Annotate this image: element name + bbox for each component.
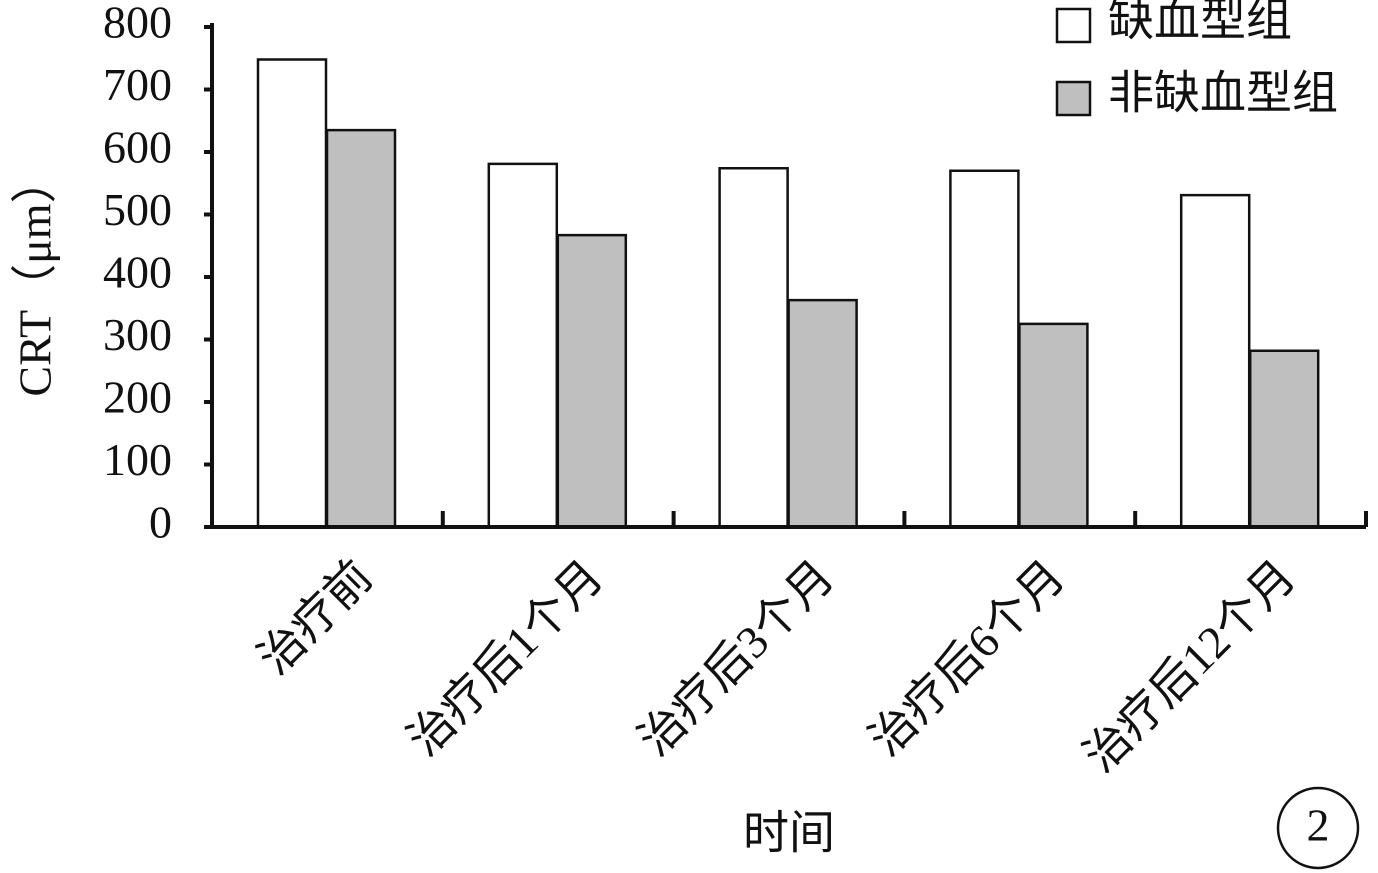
bar (1179, 193, 1251, 529)
bar (949, 169, 1020, 529)
legend-swatch (1055, 7, 1092, 44)
y-tick-label: 100 (103, 434, 172, 485)
y-tick-label: 600 (103, 122, 172, 173)
x-tick-label: 治疗后6个月 (859, 550, 1074, 765)
x-tick-label: 治疗后3个月 (629, 550, 844, 765)
bar (556, 233, 628, 529)
bar (1248, 349, 1320, 529)
y-tick-label: 400 (103, 247, 172, 298)
legend-label: 缺血型组 (1108, 0, 1292, 46)
x-tick-label: 治疗后1个月 (398, 550, 613, 765)
y-tick-label: 300 (103, 309, 172, 360)
bar (787, 298, 858, 529)
y-tick-label: 200 (103, 372, 172, 423)
bar (325, 128, 397, 529)
y-tick-label: 700 (103, 59, 172, 110)
x-tick-label: 治疗前 (248, 550, 382, 684)
bar (718, 167, 789, 529)
legend-swatch (1055, 80, 1092, 117)
bar (1018, 322, 1089, 529)
panel-circle (1276, 786, 1360, 870)
legend-label: 非缺血型组 (1108, 68, 1338, 119)
bar (256, 58, 328, 529)
bar (487, 162, 559, 529)
x-axis-label: 时间 (743, 808, 835, 859)
panel-label: 2 (1307, 800, 1330, 851)
y-tick-label: 0 (149, 497, 172, 548)
y-tick-label: 500 (103, 184, 172, 235)
y-axis-label: CRT（μm） (10, 157, 61, 396)
y-tick-label: 800 (103, 0, 172, 48)
x-tick-label: 治疗后12个月 (1074, 550, 1305, 781)
